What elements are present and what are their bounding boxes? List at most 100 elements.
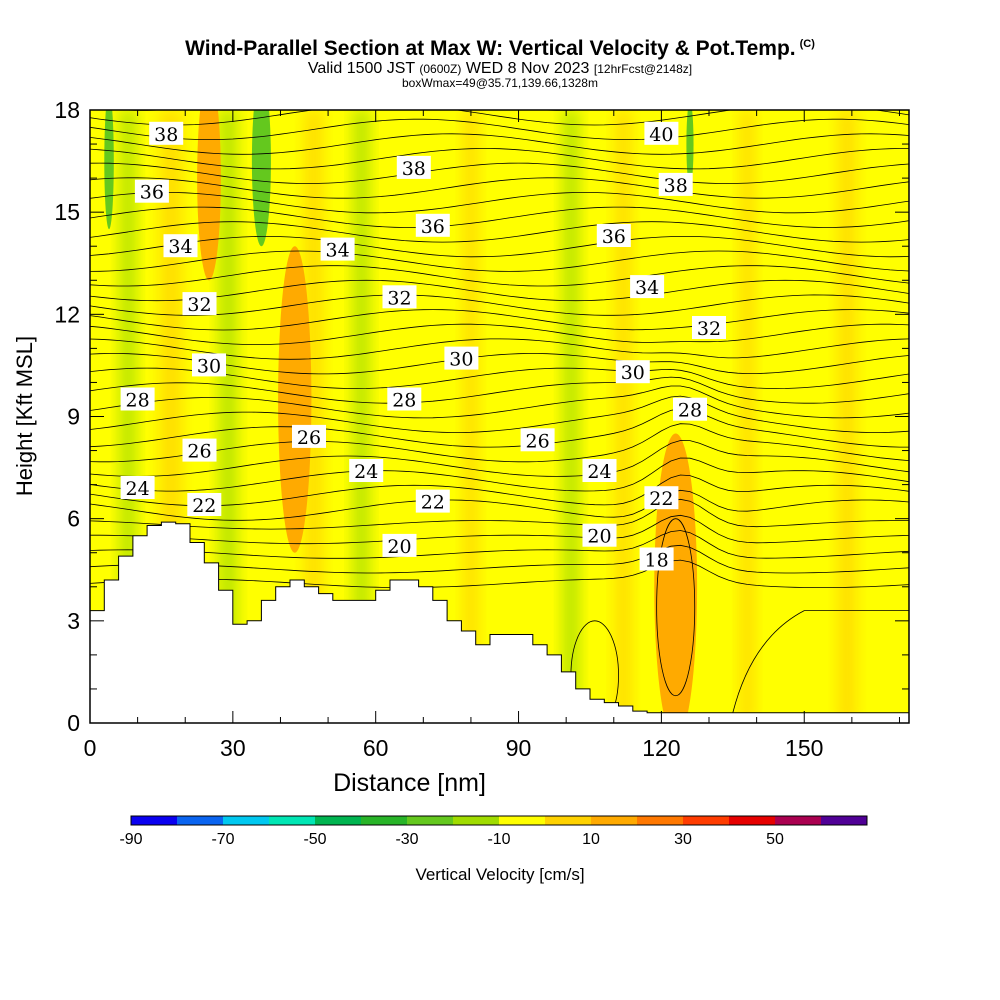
y-tick-label: 12 — [54, 301, 80, 327]
theta-contour-label-box — [644, 121, 679, 145]
colorbar-swatch — [269, 816, 316, 825]
theta-contour-label-box — [396, 155, 431, 179]
y-tick-label: 9 — [67, 404, 80, 430]
theta-contour-label-text: 32 — [697, 318, 721, 340]
theta-contour-label-box — [582, 523, 617, 547]
x-tick-label: 30 — [220, 735, 246, 761]
theta-contour-label-text: 28 — [678, 400, 702, 422]
vertical-velocity-feature — [251, 110, 271, 247]
theta-contour-label-text: 30 — [621, 362, 645, 384]
theta-contour-label-text: 38 — [664, 175, 688, 197]
theta-contour-label: 24 — [349, 459, 384, 483]
theta-contour-label: 22 — [415, 489, 450, 514]
theta-contour-line — [90, 408, 909, 448]
theta-contour-line — [90, 148, 909, 170]
vertical-velocity-feature — [197, 110, 221, 281]
colorbar-label: Vertical Velocity [cm/s] — [415, 865, 584, 884]
theta-contour-label-text: 24 — [126, 478, 150, 500]
theta-contour-line — [90, 221, 909, 243]
theta-contour-line — [116, 110, 587, 111]
theta-contour-label-text: 26 — [297, 427, 321, 449]
theta-contour-label-box — [349, 459, 384, 482]
field-band — [218, 110, 238, 723]
theta-contour-line — [90, 206, 909, 228]
field-band — [614, 110, 632, 723]
theta-contour-line — [90, 385, 909, 419]
colorbar-swatch — [821, 816, 868, 825]
theta-contour-line — [90, 514, 909, 545]
theta-contour-label-text: 34 — [635, 277, 659, 299]
theta-contour-label-box — [382, 285, 417, 309]
theta-contour-label: 22 — [187, 493, 222, 517]
y-tick-label: 15 — [54, 199, 80, 225]
theta-contour-label: 34 — [163, 234, 198, 258]
theta-contour-label-box — [615, 360, 650, 384]
theta-contour-label-box — [415, 213, 450, 237]
theta-contour-label-box — [673, 397, 707, 421]
theta-contour-label: 20 — [382, 533, 417, 558]
colorbar-swatch — [729, 816, 776, 825]
theta-contour-label-box — [520, 428, 555, 452]
terrain-profile — [89, 521, 910, 724]
theta-contour-line — [732, 610, 909, 713]
theta-contour-label: 34 — [630, 275, 665, 299]
theta-contour-line — [90, 191, 909, 214]
theta-contour-label-text: 38 — [402, 158, 426, 180]
theta-contour-label: 32 — [692, 316, 726, 340]
theta-contour-label-text: 30 — [449, 349, 473, 371]
theta-contour-label: 38 — [658, 172, 693, 197]
theta-contour-label-box — [658, 172, 693, 196]
theta-contour-line — [90, 236, 909, 258]
theta-contour-line — [90, 423, 909, 463]
theta-contour-label-text: 18 — [645, 550, 669, 572]
theta-contour-label-box — [596, 224, 631, 247]
colorbar-tick-label: -10 — [487, 831, 510, 848]
colorbar: -90 -70 -50 -30 -10 10 30 50 Vertical Velocity [… — [119, 815, 868, 884]
theta-contour-label-box — [387, 387, 422, 411]
theta-contour-label-box — [192, 353, 226, 377]
field-band — [837, 110, 857, 723]
theta-contour-label: 38 — [396, 155, 431, 180]
theta-contour-label-text: 22 — [649, 488, 673, 510]
theta-contour-line — [90, 498, 909, 530]
theta-contour-line — [90, 110, 909, 126]
colorbar-swatch — [407, 816, 454, 825]
colorbar-swatch — [499, 816, 546, 825]
chart-box-info: boxWmax=49@35.71,139.66,1328m — [402, 76, 598, 90]
theta-contour-line — [90, 265, 909, 287]
theta-contour-label: 30 — [444, 346, 479, 371]
theta-contour-line — [90, 118, 909, 140]
theta-contour-line — [90, 544, 909, 574]
theta-contour-label: 22 — [644, 486, 679, 510]
theta-contour-label-box — [182, 292, 217, 316]
theta-contour-label-text: 22 — [421, 492, 445, 514]
theta-contour-label-text: 30 — [197, 355, 221, 377]
colorbar-swatch — [361, 816, 408, 825]
theta-contour-label-box — [382, 533, 417, 557]
theta-contour-label-text: 28 — [126, 390, 150, 412]
field-band — [562, 110, 580, 723]
theta-contour-label: 26 — [292, 424, 326, 449]
x-tick-label: 90 — [506, 735, 532, 761]
theta-contour-label-box — [582, 459, 617, 482]
theta-contour-line — [90, 162, 909, 185]
theta-contour-line — [90, 376, 909, 404]
theta-contour-label-box — [187, 493, 222, 516]
field-band — [739, 110, 755, 723]
theta-contour-label-text: 32 — [387, 287, 411, 309]
theta-contour-label-box — [320, 237, 355, 261]
theta-contour-label-box — [182, 438, 217, 462]
vertical-velocity-feature — [104, 110, 114, 230]
colorbar-tick-label: -70 — [211, 831, 234, 848]
y-tick-label: 6 — [67, 506, 80, 532]
theta-contour-label: 24 — [582, 459, 617, 483]
chart-title: Wind-Parallel Section at Max W: Vertical… — [185, 37, 815, 60]
x-tick-label: 0 — [84, 735, 97, 761]
colorbar-tick-label: 30 — [674, 831, 692, 848]
x-tick-label: 60 — [363, 735, 389, 761]
theta-contour-line — [90, 353, 909, 375]
theta-contour-label-text: 34 — [168, 236, 192, 258]
theta-contour-label: 36 — [596, 224, 631, 248]
theta-contour-line — [656, 518, 696, 697]
